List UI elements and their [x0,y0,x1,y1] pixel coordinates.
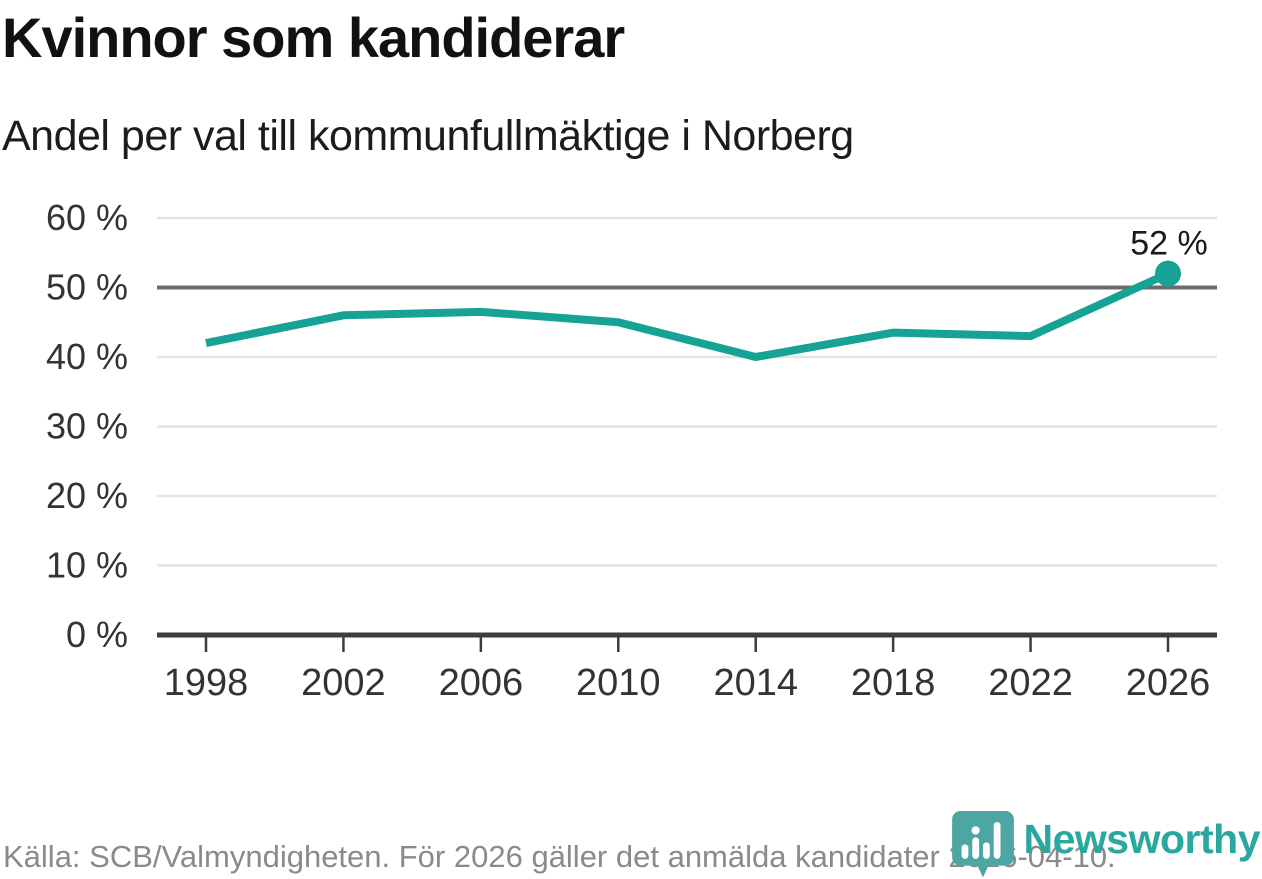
x-tick-label: 2022 [988,662,1073,704]
y-tick-label: 10 % [46,545,128,586]
y-tick-label: 50 % [46,267,128,308]
end-point-label: 52 % [1130,225,1208,263]
chart-title: Kvinnor som kandiderar [2,6,625,69]
x-tick-label: 2026 [1126,662,1211,704]
y-tick-label: 0 % [66,614,128,655]
newsworthy-logo-icon [951,811,1014,878]
x-tick-label: 2002 [301,662,386,704]
x-tick-label: 2014 [713,662,798,704]
x-tick-label: 1998 [164,662,249,704]
y-tick-label: 60 % [46,197,128,238]
end-point-marker [1155,260,1181,287]
x-tick-label: 2010 [576,662,661,704]
y-tick-label: 40 % [46,336,128,377]
x-tick-label: 2018 [851,662,936,704]
y-tick-label: 30 % [46,406,128,447]
newsworthy-logo: Newsworthy [950,809,1261,879]
y-tick-label: 20 % [46,475,128,516]
newsworthy-wordmark: Newsworthy [1023,816,1261,862]
chart-subtitle: Andel per val till kommunfullmäktige i N… [2,112,854,160]
x-tick-label: 2006 [439,662,524,704]
source-note: Källa: SCB/Valmyndigheten. För 2026 gäll… [3,839,1116,874]
data-line [205,269,1170,361]
